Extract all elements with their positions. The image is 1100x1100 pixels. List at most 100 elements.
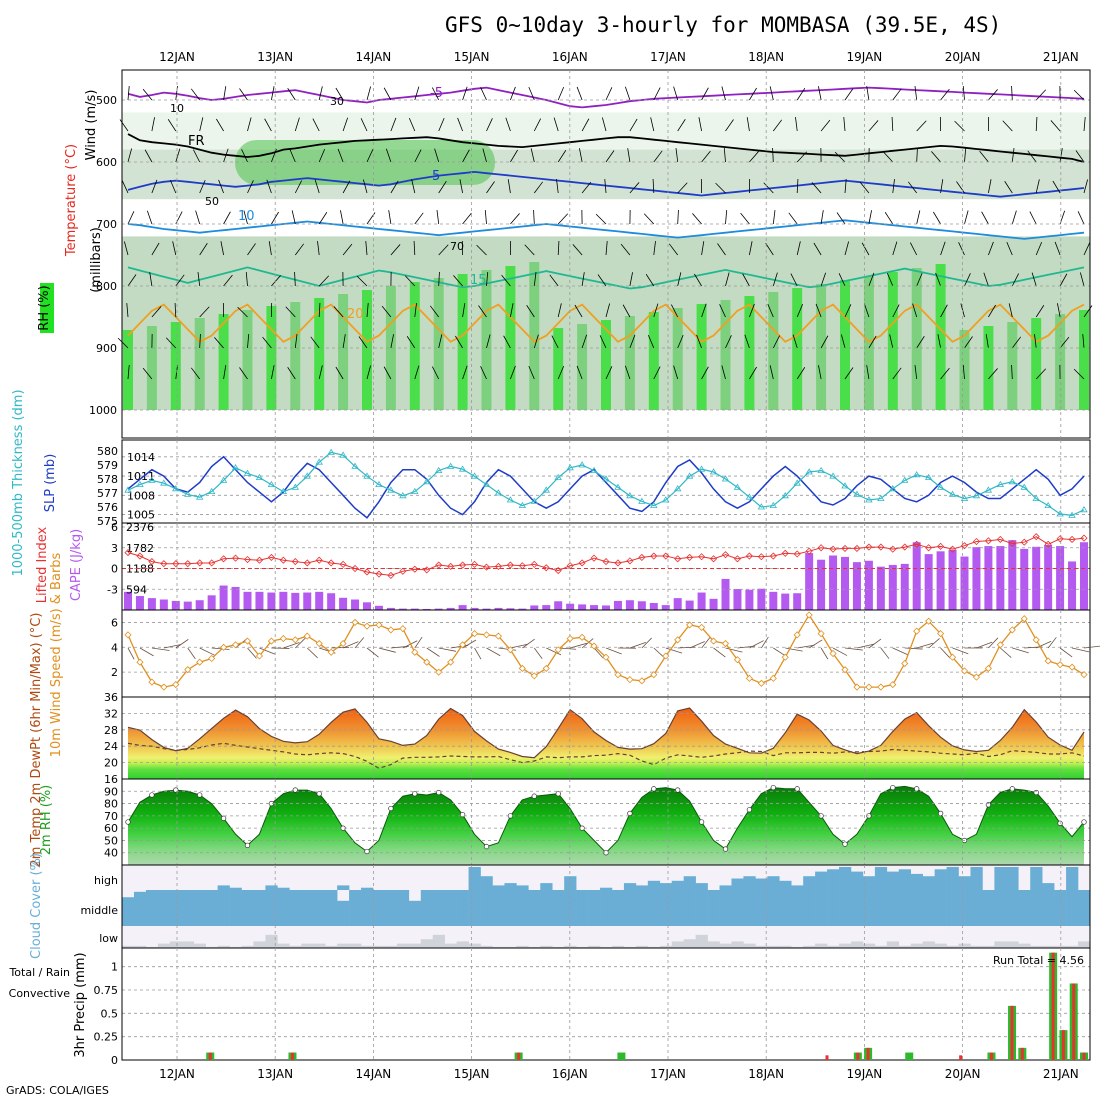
precip-convective-bar — [866, 1047, 870, 1060]
wind-barb — [931, 151, 941, 163]
isotherm-line — [127, 133, 1085, 163]
thickness-point — [1056, 510, 1064, 517]
date-label: 18JAN — [748, 1067, 784, 1081]
lifted-index-point — [984, 537, 992, 545]
rh-point — [197, 792, 203, 798]
thickness-point — [315, 458, 323, 465]
wind-barb — [438, 334, 443, 349]
thickness-point — [984, 486, 993, 493]
precip-tick-label: 0.25 — [94, 1031, 119, 1044]
wind-barb — [1002, 120, 1013, 132]
cloud-bar-high — [755, 878, 768, 890]
rh-axis-label: 2m RH (%) — [39, 785, 54, 856]
cape-bar — [637, 601, 646, 610]
thickness-point — [172, 485, 180, 492]
wind-speed-point — [220, 643, 228, 651]
wind-speed-point — [339, 639, 347, 648]
cloud-bar-low — [576, 946, 589, 948]
rh-plume — [720, 300, 731, 410]
cloud-bar-low — [970, 945, 983, 948]
lifted-index-point — [399, 567, 407, 575]
wind-barb — [813, 242, 822, 256]
rh-plume — [266, 306, 277, 410]
cloud-bar-low — [815, 943, 828, 948]
thickness-tick-label: 580 — [97, 445, 118, 458]
cloud-bar-low — [1006, 941, 1019, 948]
wind-barb — [484, 210, 487, 225]
cloud-bar-low — [157, 943, 171, 948]
wind-barb — [510, 213, 520, 225]
wind-barb — [462, 212, 472, 225]
cape-axis-label: CAPE (J/kg) — [69, 529, 84, 601]
cloud-bar-middle — [576, 890, 589, 926]
wind-barb — [223, 365, 227, 380]
cloud-bar-low — [528, 946, 541, 948]
cape-bar — [984, 546, 993, 610]
date-label: 20JAN — [945, 1067, 981, 1081]
cloud-bar-low — [253, 941, 266, 948]
surface-wind-barb — [151, 647, 170, 651]
wind-barb — [627, 148, 631, 163]
rh-point — [770, 784, 776, 791]
wind-speed-point — [650, 671, 658, 679]
rh-plume — [577, 324, 588, 410]
surface-wind-barb — [414, 636, 423, 649]
cape-tick-label: 2376 — [126, 521, 154, 534]
surface-wind-barb — [593, 647, 604, 659]
rh-point — [914, 786, 920, 792]
rh-legend-label: RH (%) — [37, 285, 52, 330]
lifted-index-point — [554, 567, 562, 575]
cloud-bar-middle — [444, 890, 457, 926]
wind-barb — [340, 210, 344, 225]
cloud-bar-middle — [707, 890, 720, 926]
rh-plume — [863, 276, 874, 410]
wind-barb — [287, 88, 296, 101]
wind-barb — [601, 117, 607, 132]
wind-barb — [981, 211, 989, 225]
rh-contour-label: 30 — [330, 95, 344, 108]
surface-wind-barb — [474, 647, 482, 660]
cloud-bar-high — [635, 885, 649, 890]
wind-barb — [365, 241, 368, 256]
slp-axis-label: SLP (mb) — [43, 454, 58, 513]
temperature-tick-label: 36 — [104, 691, 118, 704]
thickness-point — [506, 496, 515, 503]
wind-barb — [605, 366, 613, 380]
wind-barb — [310, 336, 320, 349]
precip-legend-convective: Convective — [9, 987, 71, 1000]
rh-legend-swatch — [40, 283, 54, 333]
lifted-index-point — [351, 564, 359, 573]
surface-wind-barb — [952, 647, 969, 655]
lifted-index-point — [602, 558, 610, 566]
thickness-point — [685, 472, 694, 479]
slp-line — [127, 455, 1085, 519]
cape-bar — [757, 588, 766, 610]
wind-barb — [796, 178, 799, 194]
date-label: 17JAN — [650, 1067, 686, 1081]
cape-bar — [243, 591, 252, 610]
cape-bar — [339, 597, 348, 610]
lifted-index-point — [375, 570, 383, 578]
lifted-index-point — [674, 555, 682, 563]
wind-barb — [844, 179, 847, 194]
thickness-point — [650, 501, 658, 508]
wind-barb — [358, 336, 368, 349]
lifted-index-point — [470, 560, 479, 568]
cloud-bar-low — [432, 934, 445, 948]
cape-bar — [530, 605, 539, 610]
wind-barb — [962, 86, 965, 101]
slp-tick-label: 1005 — [127, 509, 155, 522]
cloud-bar-middle — [1018, 890, 1031, 926]
thickness-point — [470, 472, 479, 479]
wind-barb — [438, 117, 445, 132]
lifted-index-point — [841, 544, 849, 553]
cloud-bar-high — [886, 871, 900, 890]
lifted-index-point — [267, 553, 275, 561]
temperature-tick-label: 20 — [104, 757, 118, 770]
wind-barb — [1035, 179, 1040, 194]
cloud-bar-low — [169, 941, 183, 948]
wind-barb — [914, 86, 918, 101]
cloud-bar-middle — [731, 890, 744, 926]
wind-barb — [1011, 85, 1013, 101]
wind-barb — [650, 117, 655, 132]
